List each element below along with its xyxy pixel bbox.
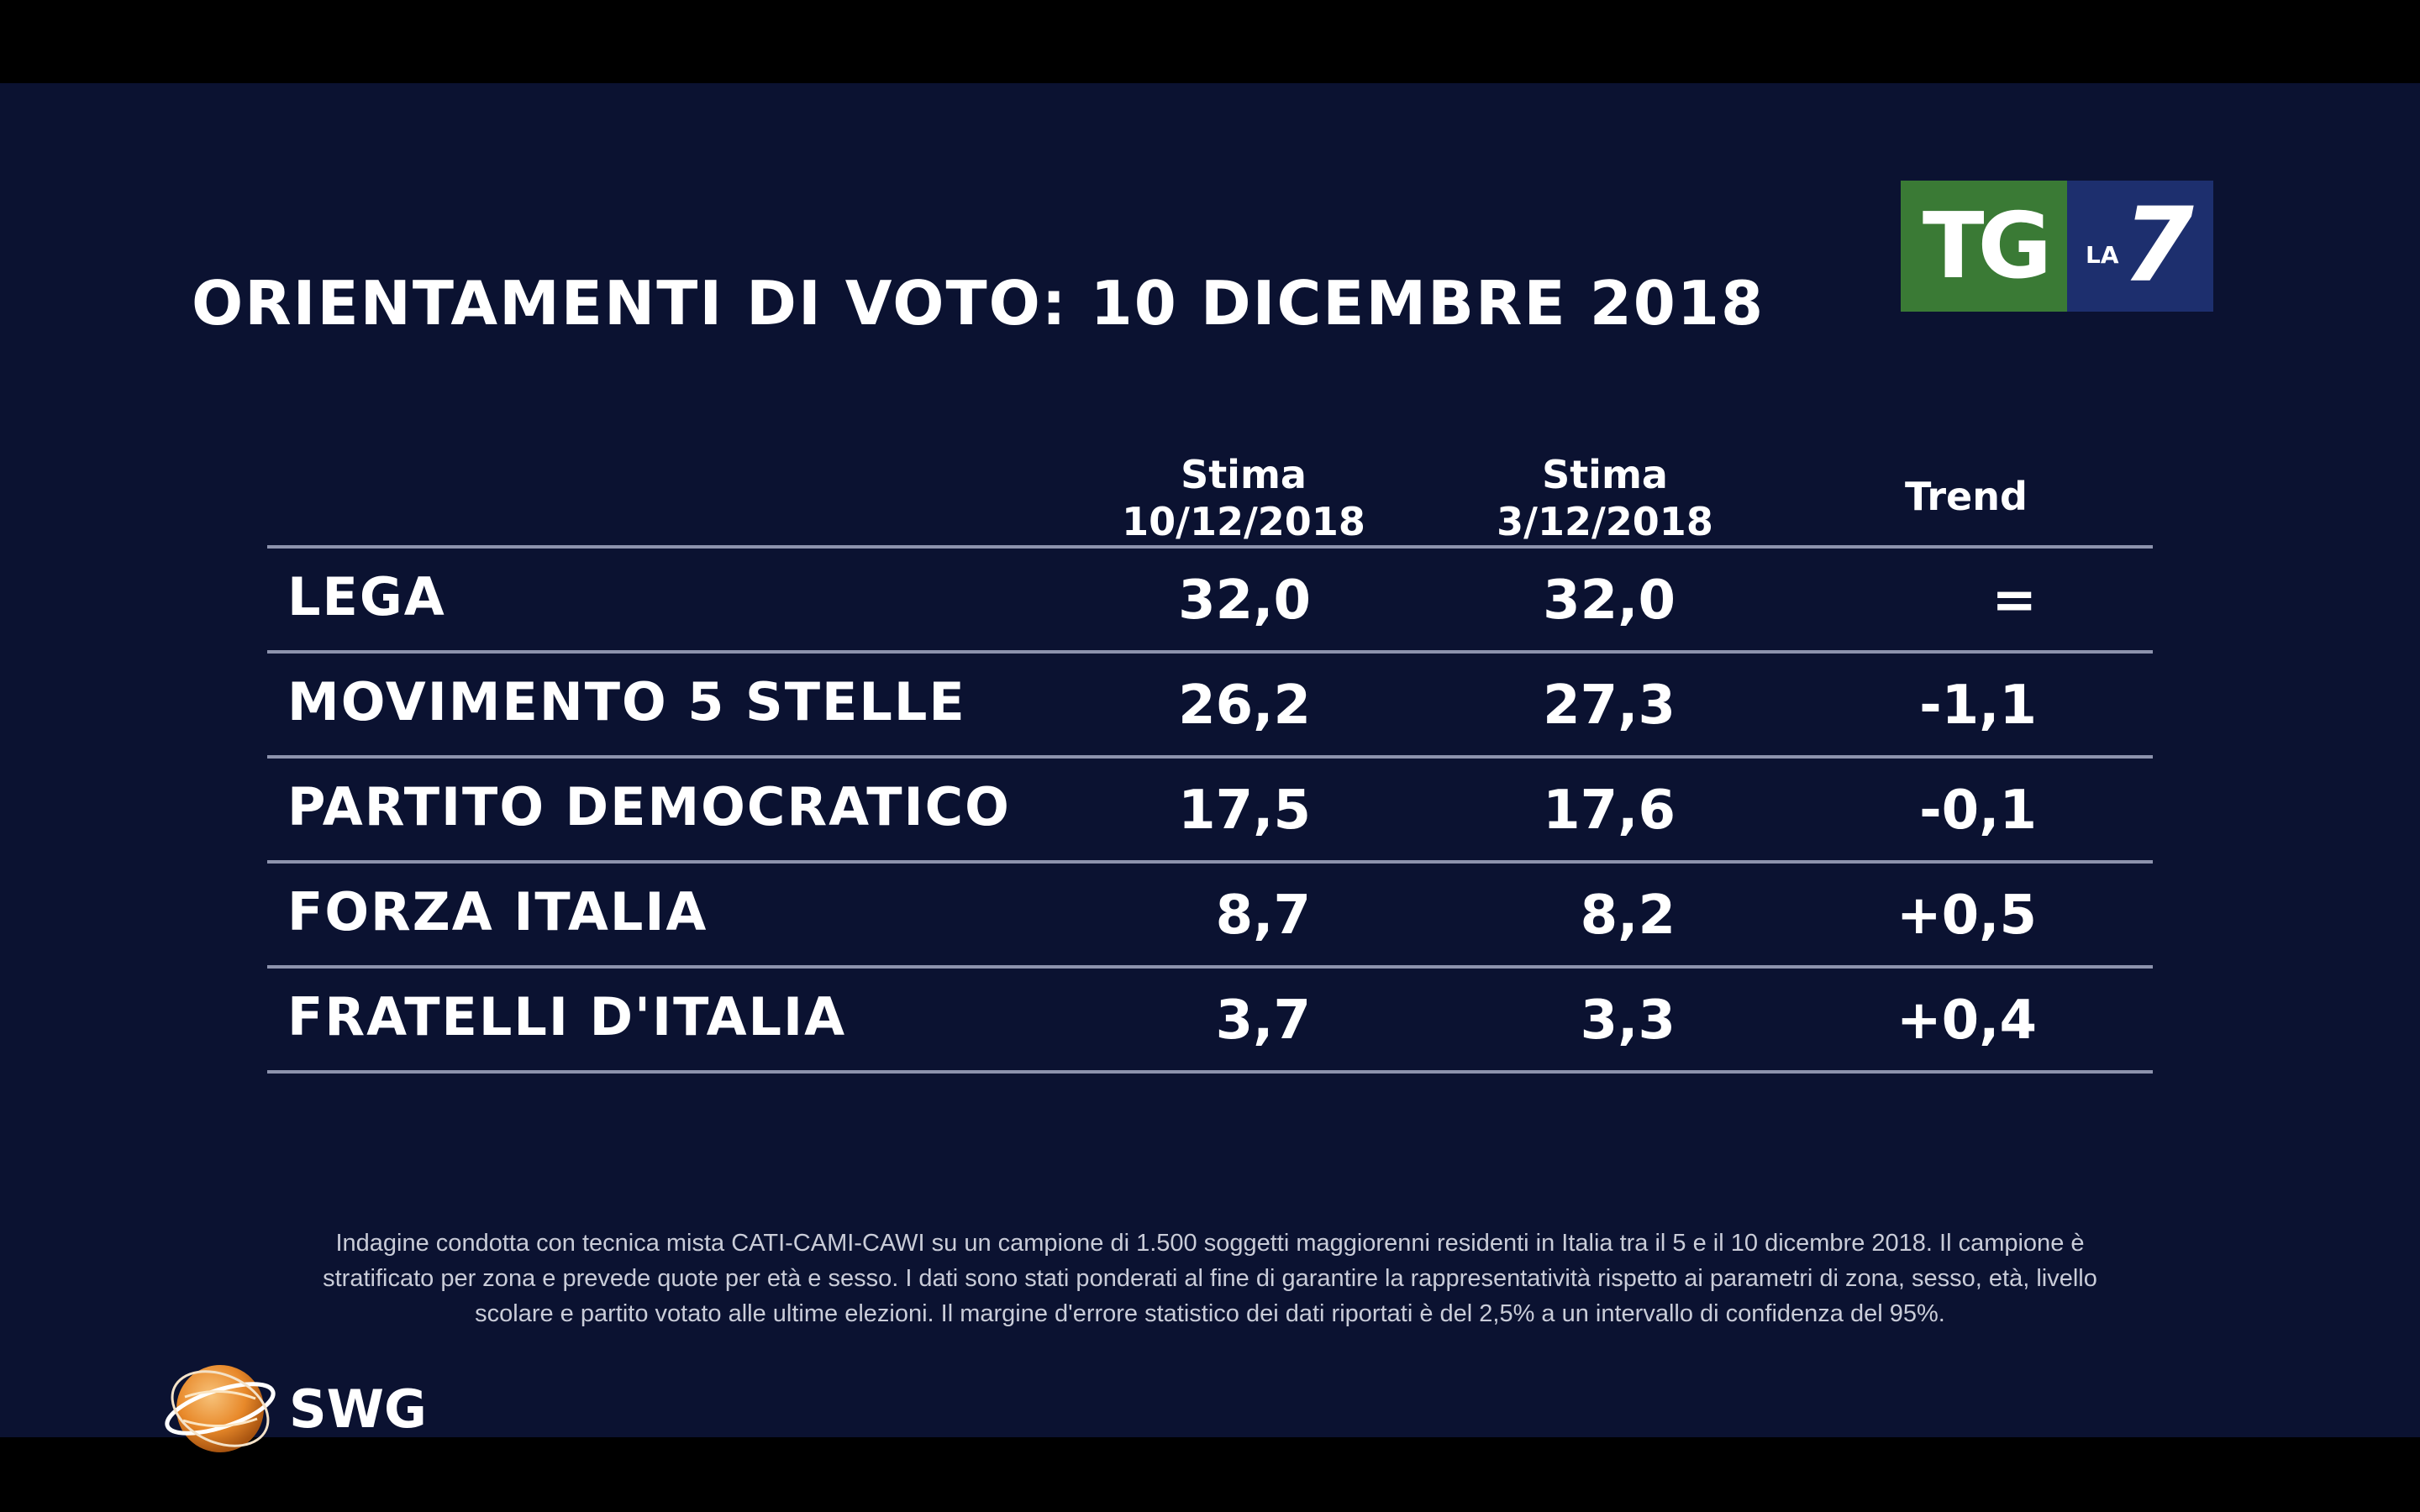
column-header-line1: Trend [1905,474,2028,519]
cell-stima-10-12: 17,5 [1178,780,1311,842]
cell-stima-3-12: 32,0 [1543,570,1676,632]
table-rule [267,860,2153,864]
cell-stima-3-12: 17,6 [1543,780,1676,842]
cell-trend: = [1991,570,2037,632]
column-header-stima-10-12: Stima 10/12/2018 [1067,451,1420,545]
row-label: FORZA ITALIA [287,881,708,942]
cell-trend: -0,1 [1919,780,2037,842]
row-label: MOVIMENTO 5 STELLE [287,671,966,732]
cell-trend: +0,4 [1897,990,2037,1052]
cell-stima-3-12: 3,3 [1580,990,1676,1052]
row-label: PARTITO DEMOCRATICO [287,776,1011,837]
cell-trend: -1,1 [1919,675,2037,737]
column-header-line2: 3/12/2018 [1497,499,1713,544]
page-title: ORIENTAMENTI DI VOTO: 10 DICEMBRE 2018 [192,268,1765,339]
la-logo-text: LA [2086,241,2119,269]
note-line: stratificato per zona e prevede quote pe… [323,1265,2097,1292]
cell-stima-3-12: 8,2 [1580,885,1676,947]
row-label: LEGA [287,566,446,627]
table-rule [267,650,2153,654]
row-label: FRATELLI D'ITALIA [287,986,847,1047]
tg-la7-logo: TG LA 7 [1901,181,2213,312]
cell-stima-10-12: 8,7 [1215,885,1311,947]
swg-globe-icon [165,1365,276,1452]
column-header-line2: 10/12/2018 [1122,499,1365,544]
swg-logo: SWG [160,1355,437,1459]
column-header-line1: Stima [1181,452,1307,497]
cell-stima-10-12: 26,2 [1178,675,1311,737]
seven-logo-text: 7 [2123,186,2194,305]
cell-stima-10-12: 32,0 [1178,570,1311,632]
methodology-note: Indagine condotta con tecnica mista CATI… [193,1226,2227,1331]
table-rule [267,755,2153,759]
swg-brand-text: SWG [289,1378,427,1440]
cell-stima-3-12: 27,3 [1543,675,1676,737]
note-line: Indagine condotta con tecnica mista CATI… [335,1230,2085,1257]
cell-stima-10-12: 3,7 [1215,990,1311,1052]
note-line: scolare e partito votato alle ultime ele… [475,1300,1945,1327]
table-rule [267,1070,2153,1074]
column-header-line1: Stima [1542,452,1668,497]
column-header-trend: Trend [1798,473,2134,520]
table-rule [267,545,2153,549]
tg-logo-block: TG [1901,181,2067,312]
column-header-stima-3-12: Stima 3/12/2018 [1428,451,1781,545]
la7-logo-block: LA 7 [2067,181,2213,312]
tg-logo-text: TG [1922,193,2052,299]
broadcast-screen: ORIENTAMENTI DI VOTO: 10 DICEMBRE 2018 T… [0,83,2420,1452]
cell-trend: +0,5 [1897,885,2037,947]
table-rule [267,965,2153,969]
